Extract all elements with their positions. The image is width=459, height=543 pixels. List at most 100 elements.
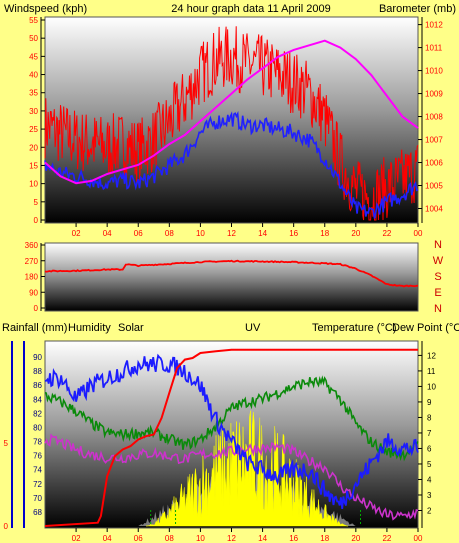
humidity-axis-title: Humidity — [68, 322, 111, 334]
direction-tick-label: 360 — [25, 241, 39, 250]
barometer-tick-label: 1005 — [425, 182, 443, 191]
x-tick-label: 16 — [289, 534, 298, 543]
solar-legend: Solar — [118, 322, 144, 334]
barometer-tick-label: 1004 — [425, 205, 443, 214]
windspeed-tick-label: 40 — [29, 71, 38, 80]
x-tick-label: 02 — [72, 534, 81, 543]
windspeed-tick-label: 50 — [29, 34, 38, 43]
x-tick-label: 14 — [258, 534, 267, 543]
temperature-tick-label: 6 — [427, 444, 432, 453]
temperature-tick-label: 10 — [427, 382, 436, 391]
barometer-tick-label: 1007 — [425, 136, 443, 145]
humidity-tick-label: 72 — [33, 480, 42, 489]
humidity-tick-label: 90 — [33, 353, 42, 362]
x-tick-label: 20 — [351, 229, 360, 238]
gust-line — [44, 26, 419, 221]
barometer-tick-label: 1006 — [425, 159, 443, 168]
direction-tick-label: 270 — [25, 257, 39, 266]
humidity-tick-label: 78 — [33, 438, 42, 447]
direction-tick-label: 90 — [29, 288, 38, 297]
humidity-tick-label: 82 — [33, 409, 42, 418]
x-tick-label: 00 — [414, 534, 423, 543]
windspeed-tick-label: 10 — [29, 180, 38, 189]
temperature-line — [44, 375, 419, 462]
temperature-tick-label: 11 — [427, 367, 436, 376]
temperature-tick-label: 7 — [427, 429, 432, 438]
x-tick-label: 04 — [103, 534, 112, 543]
humidity-tick-label: 76 — [33, 452, 42, 461]
humidity-tick-label: 88 — [33, 367, 42, 376]
x-tick-label: 02 — [72, 229, 81, 238]
x-tick-label: 10 — [196, 534, 205, 543]
x-tick-label: 06 — [134, 229, 143, 238]
rain-tick-label: 0 — [4, 522, 9, 531]
direction-tick-label: 180 — [25, 273, 39, 282]
compass-label: E — [434, 287, 441, 299]
wind-direction-line — [44, 259, 419, 288]
barometer-tick-label: 1011 — [425, 44, 443, 53]
compass-label: N — [434, 239, 442, 251]
windspeed-tick-label: 5 — [34, 198, 39, 207]
x-tick-label: 18 — [320, 229, 329, 238]
temperature-tick-label: 9 — [427, 398, 432, 407]
x-tick-label: 12 — [227, 534, 236, 543]
x-tick-label: 12 — [227, 229, 236, 238]
windspeed-tick-label: 30 — [29, 107, 38, 116]
barometer-line — [44, 39, 419, 185]
humidity-tick-label: 80 — [33, 423, 42, 432]
direction-plot-area — [44, 242, 419, 312]
barometer-axis-title: Barometer (mb) — [379, 3, 456, 15]
x-tick-label: 08 — [165, 229, 174, 238]
direction-tick-label: 0 — [34, 304, 39, 313]
compass-label: S — [434, 271, 441, 283]
humidity-tick-label: 68 — [33, 508, 42, 517]
average-wind-line — [44, 110, 419, 219]
x-tick-label: 14 — [258, 229, 267, 238]
x-tick-label: 20 — [351, 534, 360, 543]
humidity-tick-label: 74 — [33, 466, 42, 475]
x-tick-label: 10 — [196, 229, 205, 238]
humidity-tick-label: 84 — [33, 395, 42, 404]
temperature-tick-label: 12 — [427, 351, 436, 360]
windspeed-tick-label: 0 — [34, 216, 39, 225]
windspeed-tick-label: 20 — [29, 143, 38, 152]
x-tick-label: 16 — [289, 229, 298, 238]
humidity-tick-label: 86 — [33, 381, 42, 390]
temperature-tick-label: 3 — [427, 491, 432, 500]
windspeed-tick-label: 25 — [29, 125, 38, 134]
graph-title: 24 hour graph data 11 April 2009 — [171, 3, 330, 15]
windspeed-tick-label: 55 — [29, 16, 38, 25]
windspeed-axis-title: Windspeed (kph) — [4, 3, 87, 15]
temperature-tick-label: 8 — [427, 413, 432, 422]
uv-legend: UV — [245, 322, 261, 334]
compass-label: W — [433, 255, 444, 267]
x-tick-label: 22 — [382, 229, 391, 238]
temperature-tick-label: 2 — [427, 506, 432, 515]
temperature-tick-label: 5 — [427, 460, 432, 469]
rain-tick-label: 5 — [4, 439, 9, 448]
barometer-tick-label: 1008 — [425, 113, 443, 122]
humidity-tick-label: 70 — [33, 494, 42, 503]
barometer-tick-label: 1010 — [425, 67, 443, 76]
windspeed-tick-label: 45 — [29, 52, 38, 61]
dewpoint-line — [44, 433, 419, 521]
compass-label: N — [434, 303, 442, 315]
rainfall-line — [44, 348, 418, 527]
humidity-line — [44, 353, 419, 510]
temperature-humidity-chart: 0568707274767880828486889023456789101112… — [4, 341, 436, 543]
temperature-axis-title: Temperature (°C) — [312, 322, 396, 334]
x-tick-label: 00 — [414, 229, 423, 238]
barometer-tick-label: 1012 — [425, 21, 443, 30]
x-tick-label: 08 — [165, 534, 174, 543]
rainfall-axis-title: Rainfall (mm) — [2, 322, 67, 334]
temperature-tick-label: 4 — [427, 475, 432, 484]
dewpoint-axis-title: Dew Point (°C — [392, 322, 459, 334]
wind-pressure-chart: 0510152025303540455055100410051006100710… — [29, 16, 443, 238]
x-tick-label: 04 — [103, 229, 112, 238]
windspeed-tick-label: 15 — [29, 161, 38, 170]
barometer-tick-label: 1009 — [425, 90, 443, 99]
x-tick-label: 18 — [320, 534, 329, 543]
